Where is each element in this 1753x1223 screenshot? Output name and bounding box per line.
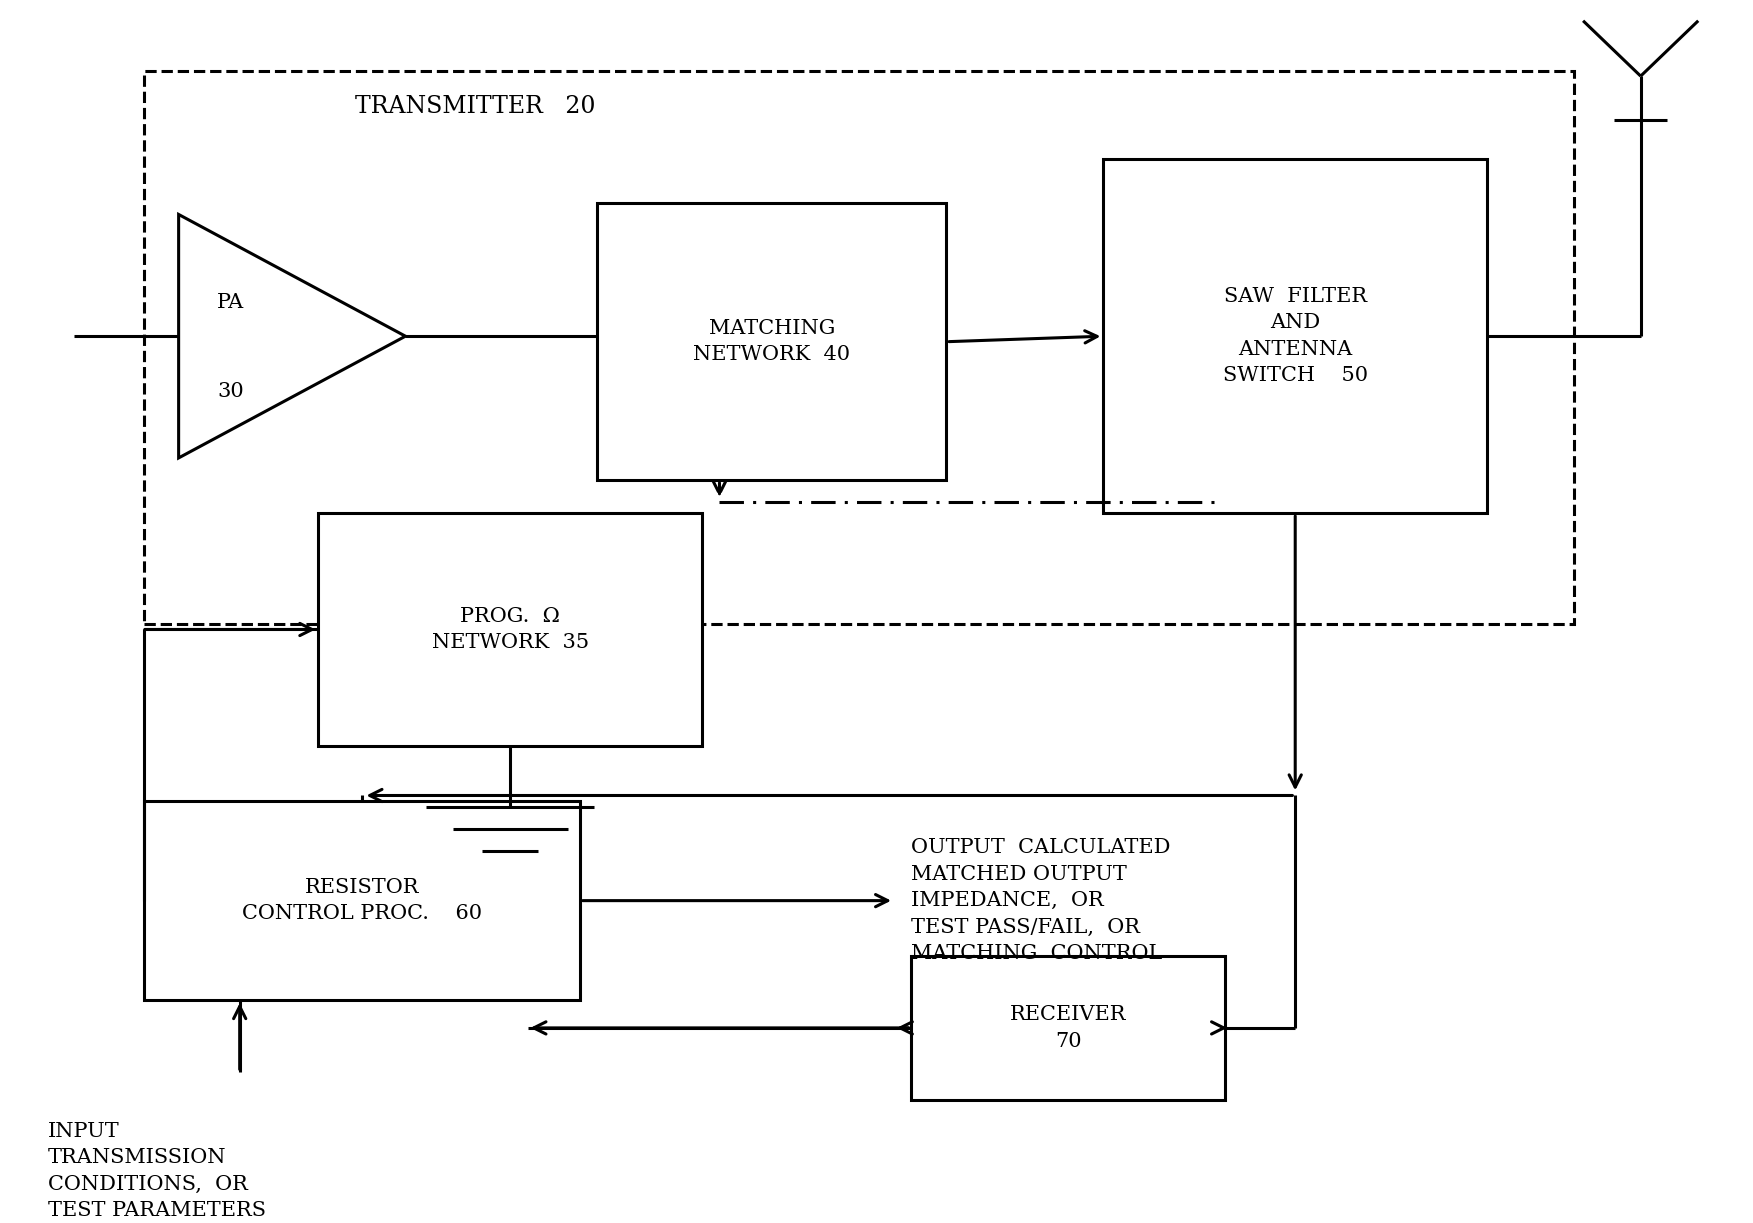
Text: SAW  FILTER
AND
ANTENNA
SWITCH    50: SAW FILTER AND ANTENNA SWITCH 50 (1222, 287, 1367, 385)
Bar (1103, 159, 1487, 514)
Text: TRANSMITTER   20: TRANSMITTER 20 (354, 95, 596, 117)
Text: RECEIVER
70: RECEIVER 70 (1010, 1005, 1127, 1051)
Bar (912, 956, 1225, 1099)
Bar (319, 514, 701, 746)
Text: PA: PA (217, 294, 244, 313)
Bar (144, 801, 580, 1000)
Bar (144, 71, 1574, 624)
Text: RESISTOR
CONTROL PROC.    60: RESISTOR CONTROL PROC. 60 (242, 878, 482, 923)
Text: 30: 30 (217, 382, 244, 401)
Text: INPUT
TRANSMISSION
CONDITIONS,  OR
TEST PARAMETERS: INPUT TRANSMISSION CONDITIONS, OR TEST P… (47, 1121, 266, 1221)
Bar (598, 203, 947, 481)
Text: OUTPUT  CALCULATED
MATCHED OUTPUT
IMPEDANCE,  OR
TEST PASS/FAIL,  OR
MATCHING  C: OUTPUT CALCULATED MATCHED OUTPUT IMPEDAN… (912, 838, 1171, 964)
Text: MATCHING
NETWORK  40: MATCHING NETWORK 40 (692, 319, 850, 364)
Text: PROG.  Ω
NETWORK  35: PROG. Ω NETWORK 35 (431, 607, 589, 652)
Polygon shape (179, 214, 405, 457)
